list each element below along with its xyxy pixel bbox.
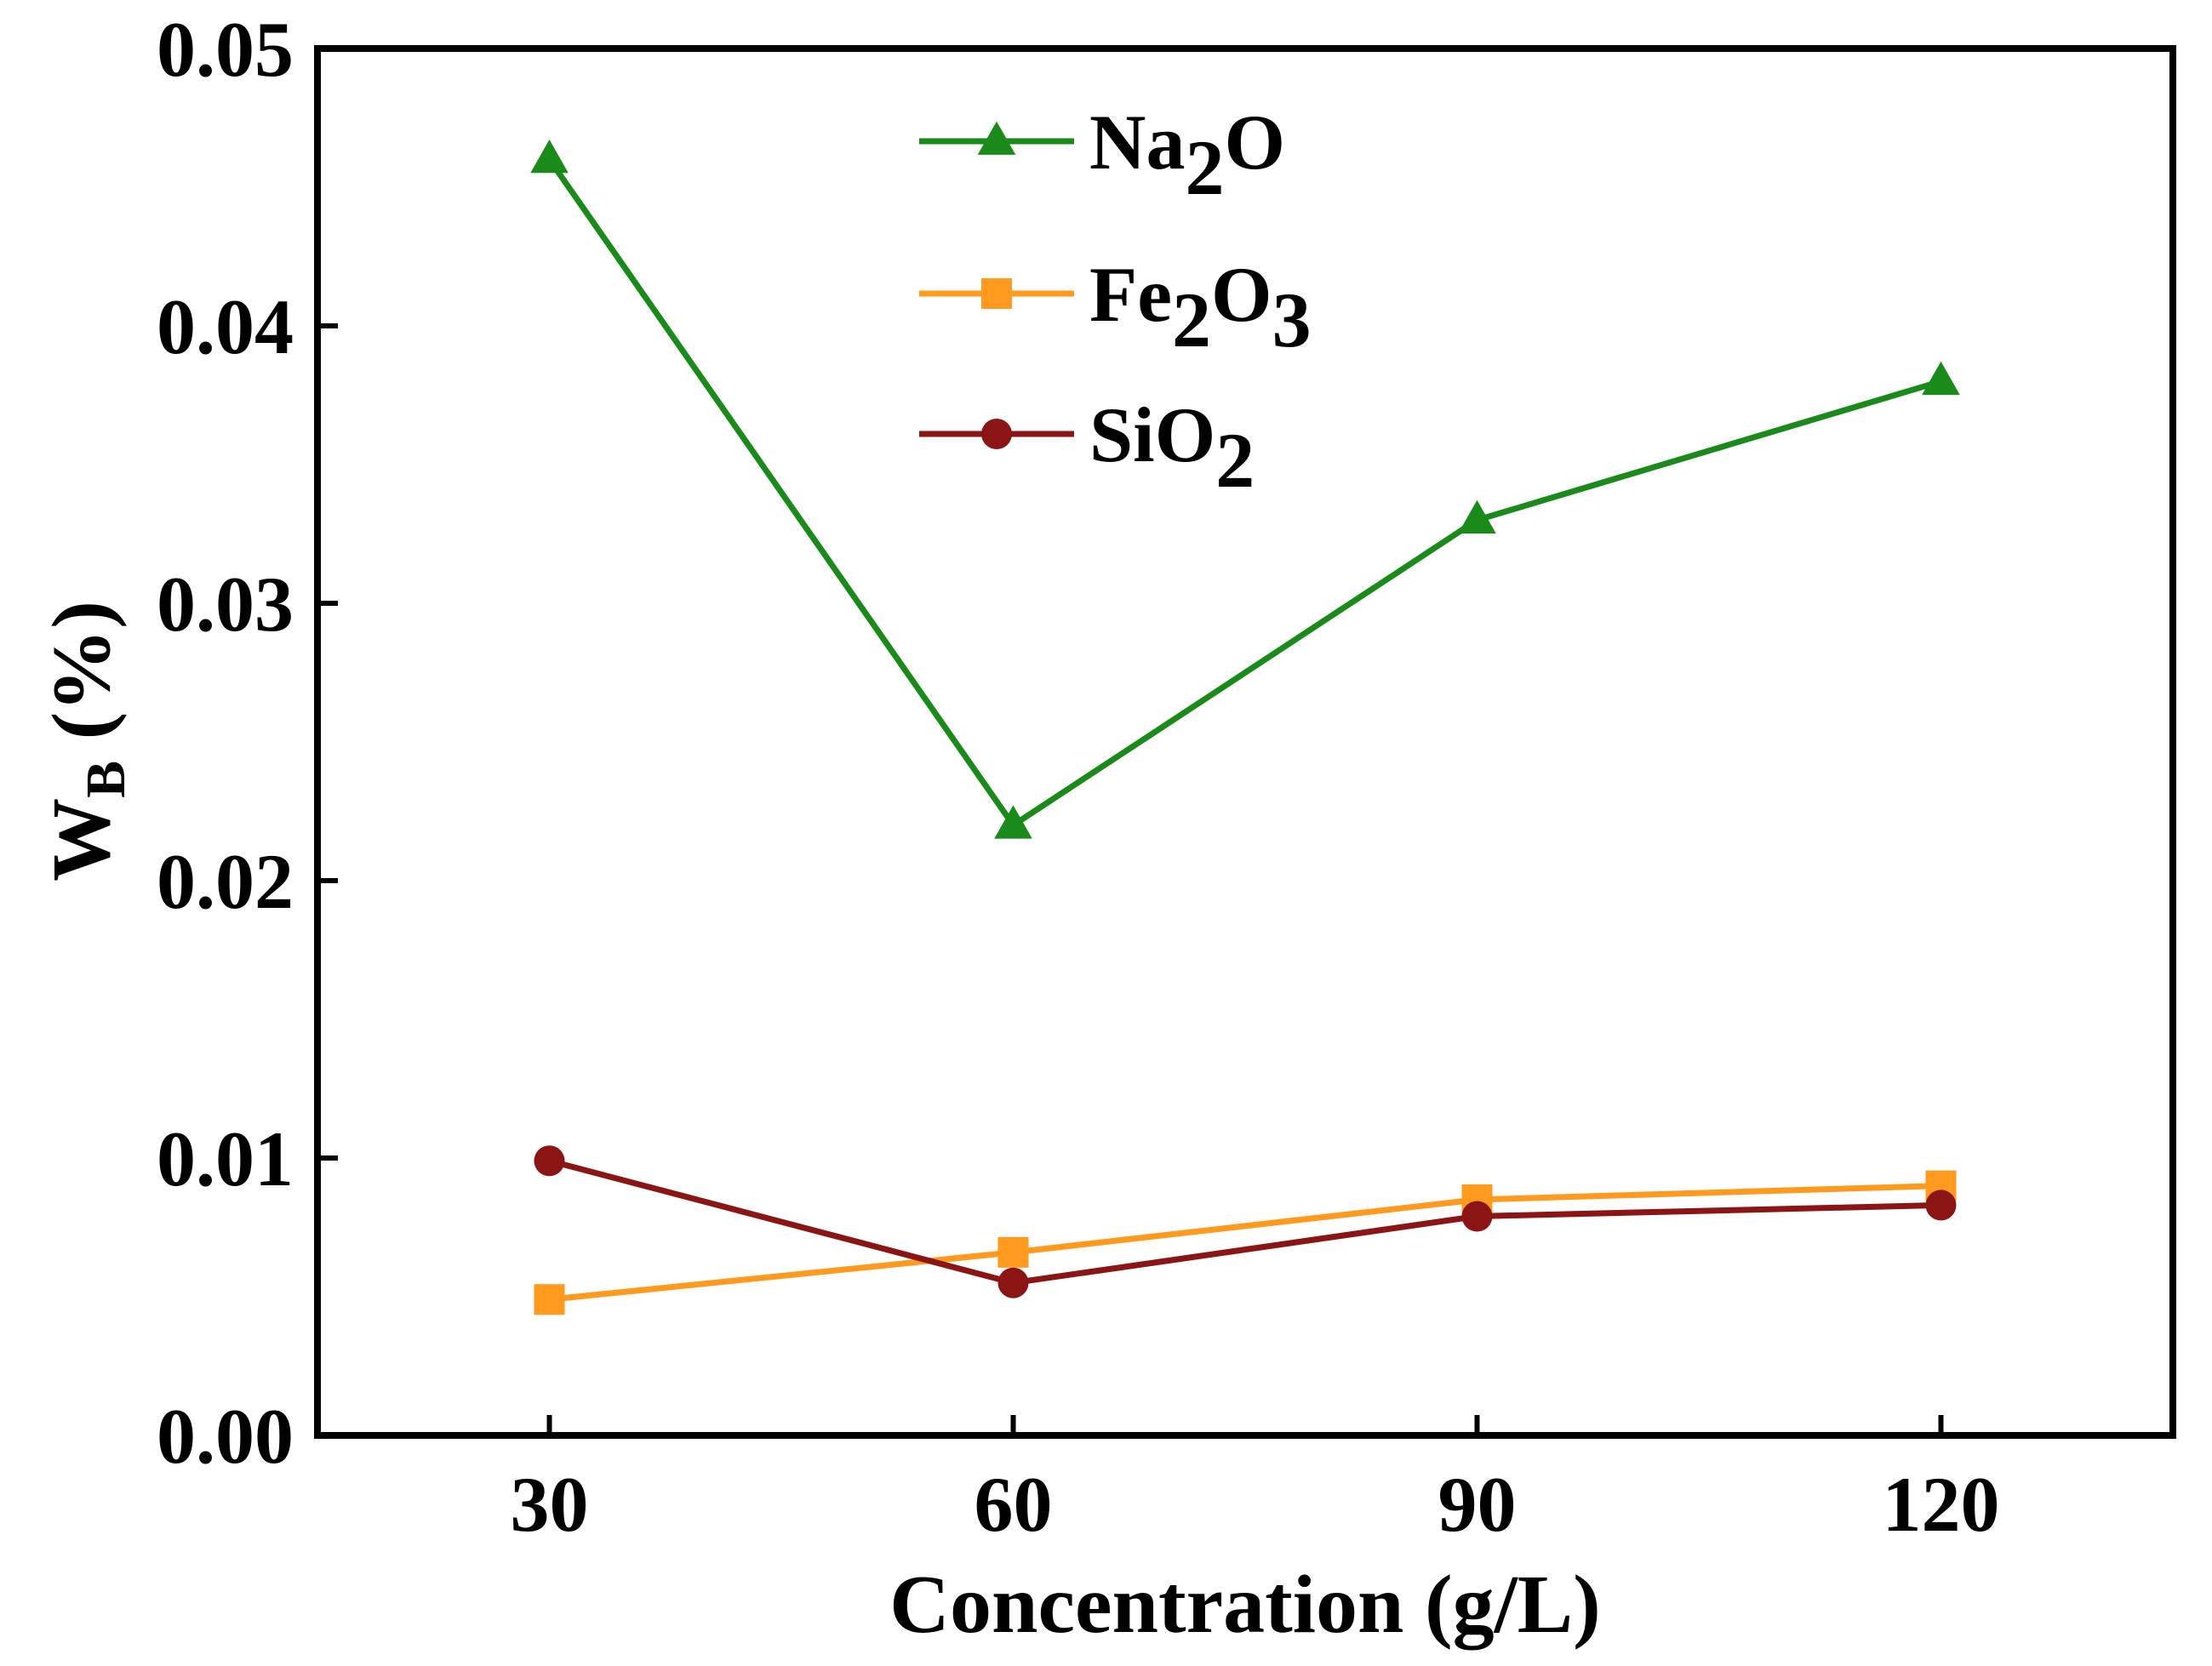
data-point-sio2	[1925, 1190, 1957, 1221]
legend-swatch-marker	[981, 278, 1012, 309]
legend-item-fe2o3: Fe2O3	[919, 251, 1312, 363]
legend-item-na2o: Na2O	[919, 99, 1285, 211]
data-point-sio2	[997, 1267, 1029, 1298]
series-sio2	[534, 1145, 1957, 1298]
y-axis-label-sub: B	[75, 761, 137, 798]
data-point-sio2	[534, 1145, 565, 1177]
x-tick-label: 120	[1883, 1461, 2000, 1548]
y-axis-label: WB (%)	[36, 601, 137, 881]
y-tick-label: 0.04	[157, 283, 294, 370]
plot-frame	[314, 45, 2176, 1439]
legend-label-part: 2	[1185, 124, 1224, 211]
series-line-na2o	[546, 157, 1942, 829]
series-layer	[530, 139, 1960, 1315]
y-tick-label: 0.01	[157, 1115, 294, 1202]
series-fe2o3	[534, 1170, 1957, 1315]
x-tick-label: 30	[511, 1461, 589, 1548]
series-line-fe2o3	[549, 1183, 1941, 1303]
x-axis-label: Concentration (g/L)	[889, 1559, 1601, 1651]
series-na2o	[530, 139, 1960, 839]
legend-label-na2o: Na2O	[1089, 99, 1285, 211]
data-point-na2o	[1922, 361, 1960, 396]
series-line-sio2	[548, 1157, 1941, 1287]
legend-label-part: SiO	[1089, 391, 1215, 478]
y-axis-label-suffix: (%)	[36, 601, 128, 761]
legend-label-part: 2	[1172, 277, 1211, 363]
x-tick-label: 60	[975, 1461, 1053, 1548]
data-point-fe2o3	[534, 1284, 565, 1315]
legend-swatch-marker	[977, 121, 1016, 155]
legend-label-part: O	[1211, 251, 1272, 338]
y-tick-label: 0.05	[157, 6, 294, 93]
data-point-na2o	[994, 805, 1032, 839]
y-axis: 0.00 0.01 0.02 0.03 0.04 0.05	[157, 6, 338, 1480]
legend-item-sio2: SiO2	[919, 391, 1255, 504]
legend-swatch-marker	[981, 419, 1012, 449]
data-point-na2o	[1458, 499, 1496, 534]
legend-label-part: O	[1224, 99, 1285, 185]
legend-label-part: 3	[1272, 277, 1312, 363]
y-tick-label: 0.02	[157, 838, 294, 925]
legend-label-fe2o3: Fe2O3	[1089, 251, 1312, 363]
y-tick-label: 0.03	[157, 561, 294, 648]
legend-label-part: 2	[1215, 417, 1255, 504]
legend-label-part: Fe	[1089, 251, 1172, 338]
legend-label-sio2: SiO2	[1089, 391, 1255, 504]
x-tick-label: 90	[1438, 1461, 1517, 1548]
y-tick-label: 0.00	[157, 1393, 294, 1480]
y-axis-label-main: W	[36, 798, 128, 881]
data-point-sio2	[1461, 1201, 1493, 1232]
x-axis: 30 60 90 120	[511, 1415, 2000, 1548]
data-point-na2o	[530, 139, 569, 174]
legend-label-part: Na	[1089, 99, 1185, 185]
data-point-fe2o3	[997, 1236, 1029, 1268]
